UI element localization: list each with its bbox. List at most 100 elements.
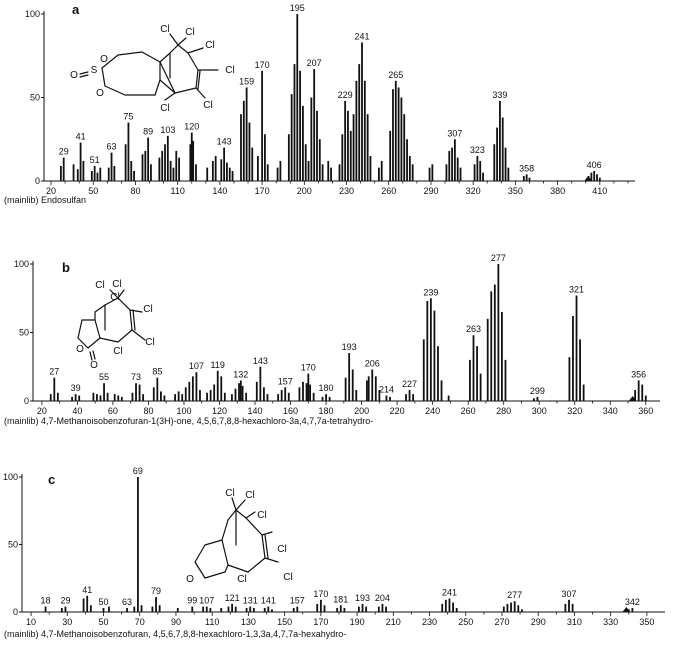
peak-label: 406	[587, 160, 602, 170]
peak-bar	[377, 606, 380, 612]
peak-label: 241	[442, 588, 457, 598]
peak-bar	[199, 390, 201, 401]
peak-bar	[522, 175, 525, 181]
peak-bar	[394, 80, 397, 181]
peak-bar	[510, 602, 512, 612]
peak-bar	[93, 165, 96, 181]
peak-bar	[124, 144, 127, 181]
axis-marker-triangle	[584, 176, 593, 181]
bond	[245, 511, 256, 519]
peak-bar	[307, 373, 310, 401]
peak-bar	[325, 394, 327, 401]
bond	[261, 531, 273, 536]
bond	[141, 51, 161, 63]
peak-bar	[287, 134, 290, 181]
bond	[174, 87, 197, 94]
peak-label: 323	[470, 145, 485, 155]
peak-bar	[433, 310, 436, 401]
peak-bar	[302, 105, 304, 181]
peak-bar	[358, 64, 361, 181]
peak-bar	[336, 607, 339, 612]
peak-label: 75	[123, 112, 133, 122]
peak-label: 207	[307, 58, 322, 68]
peak-bar	[192, 140, 195, 181]
peak-bar	[631, 607, 634, 612]
peak-label: 132	[233, 369, 248, 379]
peak-bar	[363, 80, 366, 181]
peak-bar	[226, 162, 228, 181]
peak-bar	[385, 606, 387, 612]
bond	[247, 557, 266, 573]
bond	[117, 51, 143, 56]
atom-label: O	[76, 344, 84, 355]
bond	[227, 564, 249, 573]
bond	[159, 79, 176, 94]
peak-label: 299	[530, 386, 545, 396]
peak-bar	[267, 606, 270, 612]
peak-bar	[220, 159, 223, 181]
peak-bar	[76, 169, 79, 181]
x-tick-label: 240	[425, 406, 440, 416]
peak-label: 55	[99, 372, 109, 382]
peak-bar	[305, 383, 308, 401]
bond	[77, 337, 89, 349]
peak-bar	[575, 295, 578, 401]
peak-bar	[593, 170, 596, 181]
peak-bar	[369, 155, 372, 181]
peak-label: 229	[338, 90, 353, 100]
peak-bar	[79, 142, 82, 181]
bond	[197, 70, 201, 90]
peak-bar	[476, 346, 478, 401]
peak-bar	[426, 300, 429, 401]
x-tick-label: 310	[567, 617, 582, 627]
bond	[235, 499, 246, 511]
bond	[79, 74, 89, 78]
x-tick-label: 320	[567, 406, 582, 416]
peak-bar	[202, 606, 205, 612]
bond	[224, 564, 229, 573]
peak-bar	[106, 392, 109, 401]
peak-bar	[506, 603, 509, 612]
bond	[101, 54, 119, 69]
bond	[261, 534, 266, 559]
bond	[129, 309, 133, 331]
x-tick-label: 140	[212, 186, 227, 196]
peak-bar	[263, 607, 266, 612]
peak-bar	[127, 122, 130, 181]
bond	[159, 61, 176, 94]
peak-bar	[440, 380, 443, 401]
peak-label: 307	[561, 589, 576, 599]
peak-bar	[403, 114, 406, 181]
peak-bar	[441, 603, 444, 612]
peak-bar	[174, 394, 176, 401]
peak-bar	[513, 601, 516, 612]
x-tick-label: 230	[422, 617, 437, 627]
peak-bar	[582, 384, 585, 401]
peak-label: 63	[107, 142, 117, 152]
panel-caption: (mainlib) Endosulfan	[4, 195, 86, 205]
peak-bar	[380, 160, 383, 181]
peak-bar	[239, 380, 242, 401]
peak-label: 157	[278, 376, 293, 386]
bond	[94, 319, 101, 339]
peak-bar	[296, 606, 299, 612]
peak-bar	[82, 160, 85, 181]
peak-bar	[209, 390, 212, 401]
peak-bar	[389, 396, 391, 401]
peak-bar	[296, 14, 299, 181]
peak-bar	[99, 395, 102, 401]
peak-bar	[82, 598, 85, 612]
atom-label: Cl	[225, 65, 234, 76]
peak-bar	[72, 164, 75, 181]
bond	[264, 557, 279, 563]
y-tick-label: 0	[35, 176, 40, 186]
bond	[227, 509, 237, 521]
peak-bar	[248, 122, 251, 181]
peak-bar	[234, 388, 237, 401]
peak-label: 141	[261, 596, 276, 606]
peak-bar	[378, 390, 381, 401]
peak-bar	[408, 390, 411, 401]
peak-bar	[482, 172, 484, 181]
